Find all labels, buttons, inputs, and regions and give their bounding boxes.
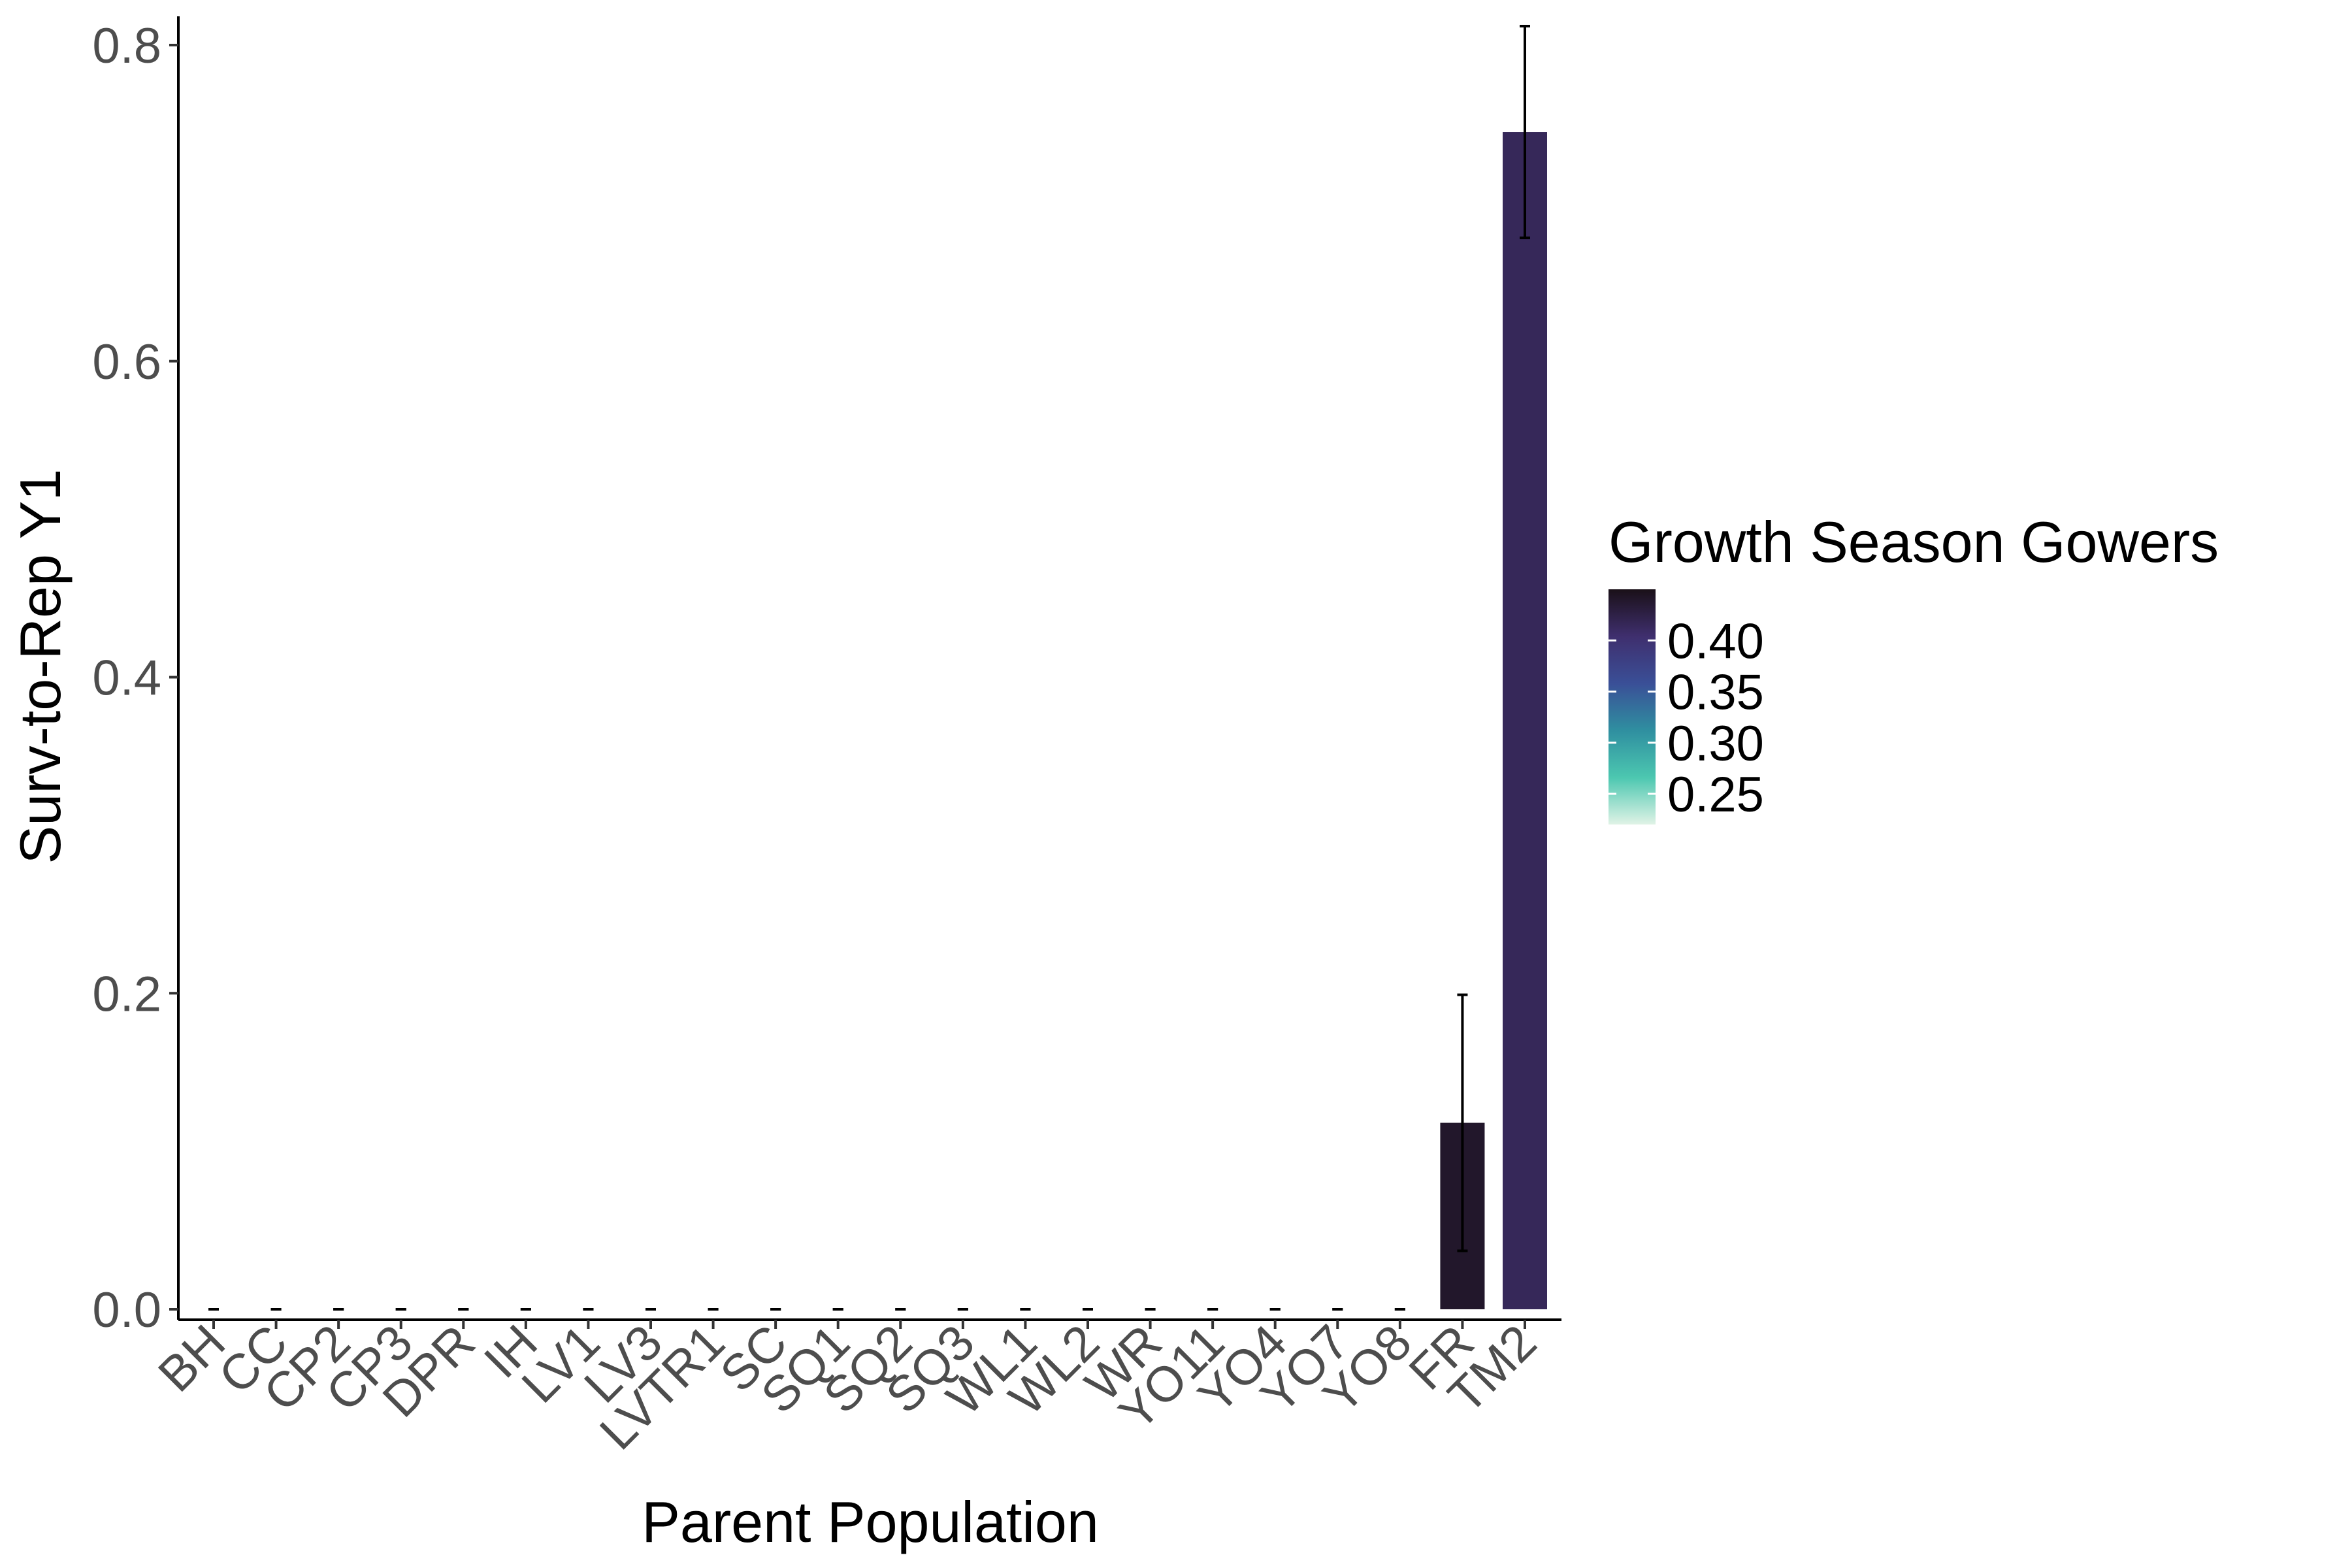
legend-tick-label: 0.25 bbox=[1667, 767, 1764, 823]
legend-title: Growth Season Gowers bbox=[1609, 510, 2219, 574]
error-bar-fr bbox=[1457, 993, 1468, 1252]
bar-tm2 bbox=[1503, 132, 1547, 1309]
x-axis-ticks: BHCCCP2CP3DPRIHLV1LV3LVTR1SCSQ1SQ2SQ3WL1… bbox=[148, 1315, 1547, 1460]
y-axis-ticks: 0.0 0.2 0.4 0.6 0.8 bbox=[92, 18, 178, 1338]
legend-tick-label: 0.30 bbox=[1667, 716, 1764, 772]
color-legend: Growth Season Gowers 0.400.350.300.25 bbox=[1609, 510, 2219, 825]
plot-area: 0.0 0.2 0.4 0.6 0.8 BHCCCP2CP3DPRIHLV1LV3LVT… bbox=[92, 16, 1561, 1460]
error-bars-layer bbox=[208, 24, 1530, 1311]
y-tick-label: 0.0 bbox=[92, 1282, 161, 1338]
y-axis-title: Surv-to-Rep Y1 bbox=[8, 469, 73, 864]
y-tick-label: 0.8 bbox=[92, 18, 161, 74]
legend-tick-label: 0.40 bbox=[1667, 613, 1764, 669]
y-tick-label: 0.2 bbox=[92, 966, 161, 1022]
bars-layer bbox=[1440, 132, 1547, 1309]
y-tick-label: 0.6 bbox=[92, 335, 161, 390]
legend-colorbar bbox=[1609, 589, 1656, 825]
y-tick-label: 0.4 bbox=[92, 651, 161, 706]
legend-tick-label: 0.35 bbox=[1667, 665, 1764, 721]
legend-ticks: 0.400.350.300.25 bbox=[1609, 613, 1764, 823]
x-axis-title: Parent Population bbox=[642, 1490, 1099, 1554]
error-bar-tm2 bbox=[1520, 24, 1530, 240]
